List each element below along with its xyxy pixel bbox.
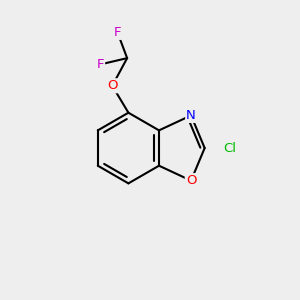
Text: F: F [114, 26, 121, 39]
Text: O: O [186, 174, 196, 187]
Text: O: O [107, 79, 118, 92]
Text: F: F [97, 58, 104, 71]
Text: N: N [186, 109, 196, 122]
Text: Cl: Cl [224, 142, 237, 154]
